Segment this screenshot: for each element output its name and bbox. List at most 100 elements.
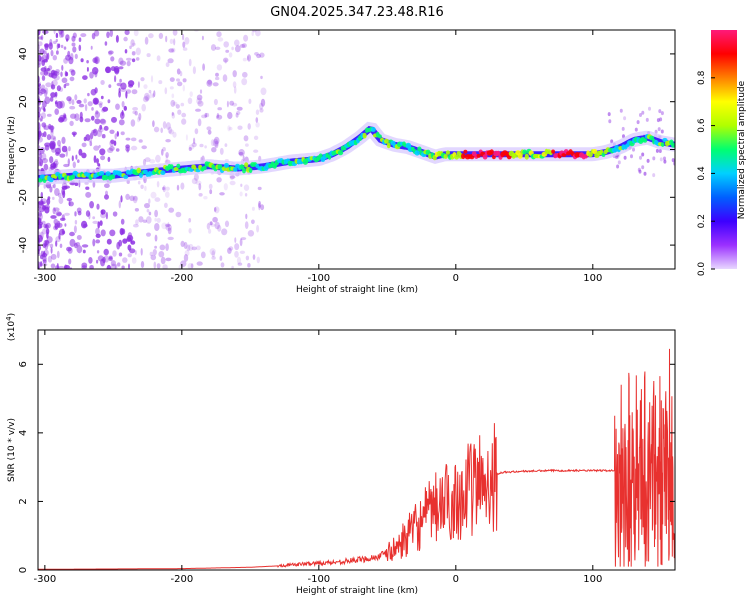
noise-speck xyxy=(112,250,117,257)
noise-speck xyxy=(48,72,54,78)
noise-speck xyxy=(52,160,59,166)
noise-speck xyxy=(118,239,123,247)
noise-speck xyxy=(120,131,125,136)
noise-speck xyxy=(198,183,202,191)
noise-speck xyxy=(88,138,92,143)
noise-speck xyxy=(152,120,155,128)
noise-speck xyxy=(65,82,70,86)
noise-speck xyxy=(182,78,187,83)
noise-speck xyxy=(55,151,60,156)
noise-speck xyxy=(211,250,216,258)
noise-speck xyxy=(165,186,170,191)
noise-speck xyxy=(639,113,642,117)
noise-speck xyxy=(95,110,99,115)
noise-speck xyxy=(150,254,157,261)
noise-speck xyxy=(654,129,658,134)
spectrogram-x-ticks: -300 -200 -100 0 100 xyxy=(33,30,602,284)
noise-speck xyxy=(54,108,59,115)
noise-speck xyxy=(251,219,255,225)
noise-speck xyxy=(607,112,611,117)
noise-speck xyxy=(167,227,172,235)
noise-speck xyxy=(44,144,50,151)
noise-speck xyxy=(97,255,104,262)
noise-speck xyxy=(80,58,84,63)
noise-speck xyxy=(652,173,656,178)
noise-speck xyxy=(122,257,128,263)
noise-speck xyxy=(118,87,121,94)
noise-speck xyxy=(40,191,43,198)
noise-speck xyxy=(82,75,88,80)
noise-speck xyxy=(165,152,169,158)
noise-speck xyxy=(168,129,174,135)
noise-speck xyxy=(135,219,139,225)
noise-speck xyxy=(108,51,113,56)
noise-speck xyxy=(646,158,650,163)
noise-speck xyxy=(116,131,120,137)
noise-speck xyxy=(201,114,207,119)
noise-speck xyxy=(96,129,103,137)
noise-speck xyxy=(247,230,255,237)
noise-speck xyxy=(201,35,204,41)
noise-speck xyxy=(94,56,99,64)
noise-speck xyxy=(176,68,181,75)
noise-speck xyxy=(244,193,248,197)
noise-speck xyxy=(46,68,50,72)
noise-speck xyxy=(92,216,96,220)
snr-y-label: SNR (10 * v/v) xyxy=(7,418,17,482)
noise-speck xyxy=(74,211,77,217)
noise-speck xyxy=(188,228,192,234)
noise-speck xyxy=(85,186,90,190)
noise-speck xyxy=(44,87,49,95)
y-tick-label: 0 xyxy=(18,146,29,152)
noise-speck xyxy=(77,159,80,164)
noise-speck xyxy=(216,177,222,183)
noise-speck xyxy=(137,180,141,185)
noise-speck xyxy=(120,111,125,120)
noise-speck xyxy=(40,198,43,204)
noise-speck xyxy=(621,126,625,131)
noise-speck xyxy=(103,125,109,131)
noise-speck xyxy=(143,84,148,89)
noise-speck xyxy=(126,234,134,242)
noise-speck xyxy=(131,58,136,63)
ridge-blob xyxy=(103,174,109,181)
noise-speck xyxy=(50,263,56,269)
colorbar-label: Normalized spectral amplitude xyxy=(737,80,747,219)
noise-speck xyxy=(42,50,47,55)
noise-speck xyxy=(53,71,60,76)
noise-speck xyxy=(172,131,177,138)
noise-speck xyxy=(165,139,171,143)
noise-speck xyxy=(53,40,57,45)
noise-speck xyxy=(87,92,90,97)
noise-speck xyxy=(38,122,41,131)
noise-speck xyxy=(92,220,99,224)
noise-speck xyxy=(68,200,71,207)
noise-speck xyxy=(660,111,664,116)
noise-speck xyxy=(46,198,51,206)
noise-speck xyxy=(175,104,180,109)
noise-speck xyxy=(38,36,43,40)
noise-speck xyxy=(109,129,115,134)
noise-speck xyxy=(49,186,53,193)
noise-speck xyxy=(92,128,98,137)
noise-speck xyxy=(180,102,185,107)
noise-speck xyxy=(181,112,187,118)
noise-speck xyxy=(148,89,152,94)
noise-speck xyxy=(169,86,174,90)
noise-speck xyxy=(208,228,212,234)
noise-speck xyxy=(115,148,120,152)
noise-speck xyxy=(135,47,141,56)
noise-speck xyxy=(64,223,67,227)
noise-speck xyxy=(255,30,261,37)
noise-speck xyxy=(236,256,242,265)
ridge-blob xyxy=(71,174,76,180)
noise-speck xyxy=(165,224,172,231)
noise-speck xyxy=(38,234,43,243)
noise-speck xyxy=(130,39,135,47)
noise-speck xyxy=(180,182,185,190)
noise-speck xyxy=(38,41,43,47)
noise-speck xyxy=(247,263,251,268)
noise-speck xyxy=(83,98,87,104)
noise-speck xyxy=(99,148,106,156)
noise-speck xyxy=(61,64,64,71)
